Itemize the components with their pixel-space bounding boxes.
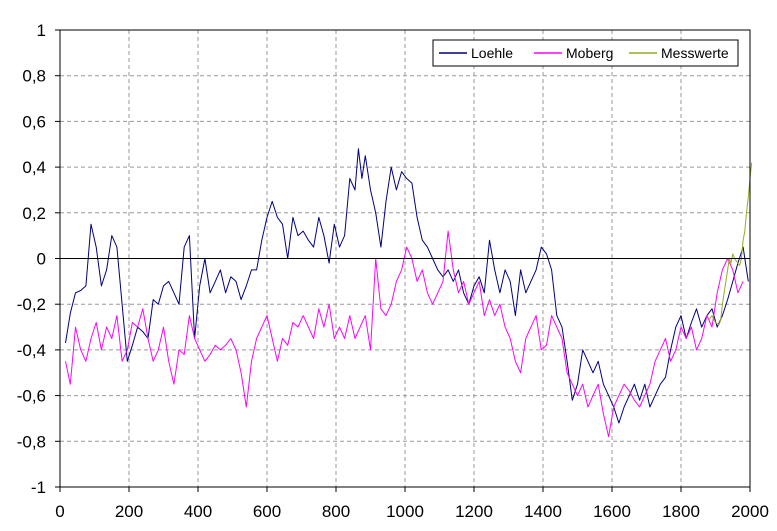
x-tick-label: 1600 [593,502,631,521]
y-tick-label: 0 [37,250,46,269]
x-tick-label: 800 [322,502,350,521]
y-tick-label: 1 [37,21,46,40]
x-tick-label: 2000 [731,502,769,521]
legend: Loehle Moberg Messwerte [432,39,739,67]
y-tick-label: -0,6 [17,387,46,406]
legend-box [432,39,739,67]
x-tick-label: 1200 [455,502,493,521]
legend-label-messwerte: Messwerte [661,45,729,61]
y-tick-label: -1 [31,478,46,497]
y-tick-label: 0,6 [22,112,46,131]
x-tick-label: 1400 [524,502,562,521]
x-tick-label: 1800 [662,502,700,521]
y-tick-label: -0,8 [17,432,46,451]
legend-label-moberg: Moberg [566,45,613,61]
x-tick-label: 200 [115,502,143,521]
y-tick-label: 0,4 [22,158,46,177]
y-tick-label: -0,2 [17,295,46,314]
x-tick-label: 1000 [386,502,424,521]
y-tick-label: 0,8 [22,67,46,86]
x-tick-label: 600 [253,502,281,521]
y-tick-label: -0,4 [17,341,46,360]
series-line-loehle [65,148,749,424]
x-tick-label: 400 [184,502,212,521]
legend-label-loehle: Loehle [471,45,513,61]
series-line-moberg [65,230,744,438]
x-tick-label: 0 [55,502,64,521]
plot-area [65,148,753,438]
y-tick-label: 0,2 [22,204,46,223]
series-line-messwerte [708,162,753,326]
axes: -1 -0,8 -0,6 -0,4 -0,2 0 0,2 0,4 0,6 0,8 1 0 200 400 6… [17,21,769,521]
